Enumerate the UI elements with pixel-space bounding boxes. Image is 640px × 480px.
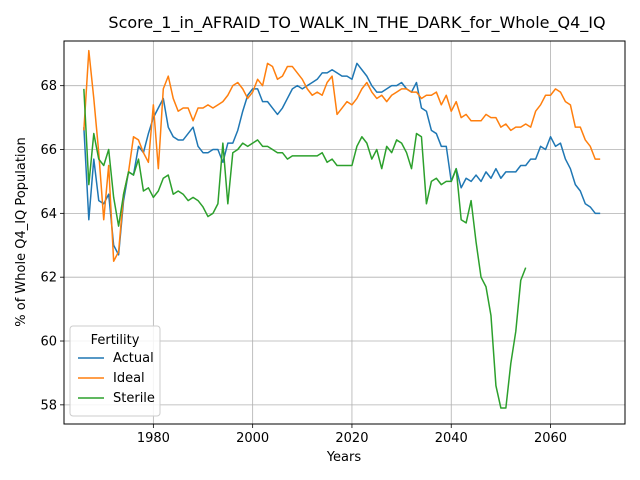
y-tick-label: 62 — [40, 271, 57, 286]
legend-label-sterile: Sterile — [113, 391, 155, 406]
legend-title: Fertility — [91, 333, 140, 348]
legend: Fertility Actual Ideal Sterile — [69, 325, 161, 417]
x-tick-label: 2060 — [534, 431, 567, 446]
legend-label-actual: Actual — [113, 351, 154, 366]
y-tick-label: 60 — [40, 335, 57, 350]
x-tick-label: 2040 — [435, 431, 468, 446]
series-line-sterile — [83, 88, 527, 409]
y-axis-title: % of Whole Q4_IQ Population — [14, 137, 29, 326]
legend-items: Actual Ideal Sterile — [78, 351, 155, 406]
y-tick-label: 58 — [40, 398, 57, 413]
x-tick-label: 2000 — [236, 431, 269, 446]
series-lines — [83, 49, 601, 409]
legend-box — [69, 325, 161, 417]
series-line-ideal — [83, 49, 601, 262]
x-axis-title: Years — [326, 450, 362, 465]
x-tick-label: 2020 — [335, 431, 368, 446]
chart-title: Score_1_in_AFRAID_TO_WALK_IN_THE_DARK_fo… — [108, 13, 605, 33]
plot-area-frame — [63, 40, 626, 425]
x-tick-label: 1980 — [137, 431, 170, 446]
y-tick-label: 66 — [40, 143, 57, 158]
y-tick-label: 68 — [40, 79, 57, 94]
series-line-actual — [83, 62, 601, 256]
y-tick-label: 64 — [40, 207, 57, 222]
x-axis-ticks: 1980 2000 2020 2040 2060 — [137, 424, 567, 446]
y-axis-ticks: 58 60 62 64 66 68 — [40, 79, 64, 413]
legend-label-ideal: Ideal — [113, 371, 145, 386]
